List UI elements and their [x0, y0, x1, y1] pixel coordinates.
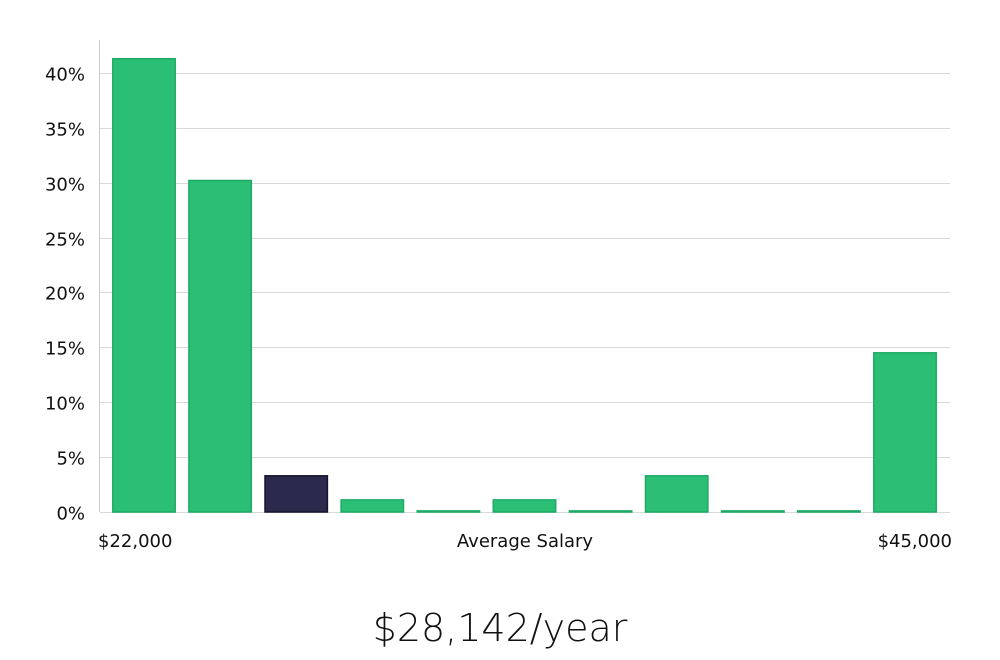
bar	[873, 352, 937, 513]
bar	[796, 510, 861, 513]
bar	[112, 57, 176, 513]
bar	[720, 510, 785, 513]
y-tick-label: 35%	[45, 120, 85, 141]
salary-histogram-chart: 0% 5% 10% 15% 20% 25% 30% 35% 40% $22,000 Averag…	[45, 40, 952, 552]
x-axis-title: Average Salary	[457, 531, 594, 552]
y-tick-label: 15%	[45, 339, 85, 360]
y-tick-label: 20%	[45, 284, 85, 305]
bar	[492, 499, 557, 513]
bar	[644, 475, 709, 513]
y-tick-label: 25%	[45, 230, 85, 251]
x-axis-start-label: $22,000	[98, 531, 172, 552]
y-tick-label: 5%	[56, 449, 85, 470]
average-salary-value: $28,142/year	[372, 606, 628, 650]
bar	[188, 179, 253, 513]
bar	[416, 510, 481, 513]
y-axis-ticks: 0% 5% 10% 15% 20% 25% 30% 35% 40%	[45, 65, 85, 525]
bars	[112, 57, 937, 513]
bar-highlighted	[264, 475, 329, 513]
x-axis-end-label: $45,000	[878, 531, 952, 552]
y-tick-label: 0%	[56, 504, 85, 525]
y-tick-label: 30%	[45, 175, 85, 196]
bar	[340, 499, 405, 513]
bar	[568, 510, 633, 513]
y-tick-label: 10%	[45, 394, 85, 415]
y-tick-label: 40%	[45, 65, 85, 86]
